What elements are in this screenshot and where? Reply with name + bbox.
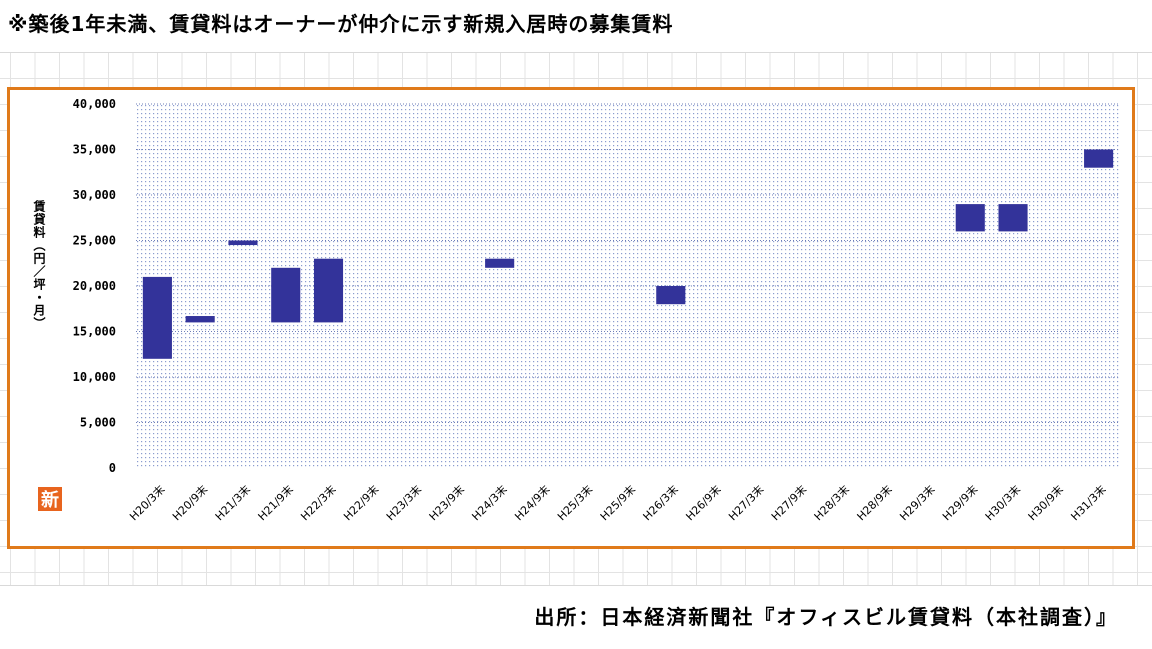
range-bar [656,286,686,305]
range-bar [228,240,258,246]
x-tick-label: H27/9末 [768,482,809,523]
x-tick-label: H28/9末 [854,482,895,523]
y-tick-label: 35,000 [73,143,116,157]
y-tick-label: 20,000 [73,279,116,293]
gridlines [136,103,1120,423]
x-tick-label: H24/9末 [512,482,553,523]
y-tick-label: 10,000 [73,370,116,384]
x-tick-label: H29/9末 [939,482,980,523]
note-band [0,0,1152,53]
y-tick-labels: 0 5,000 10,000 15,000 20,000 25,000 30,000 35,0… [73,97,116,475]
y-tick-label: 30,000 [73,188,116,202]
x-tick-label: H26/3末 [640,482,681,523]
range-bar [271,267,301,323]
range-bar [185,316,215,323]
x-tick-label: H25/3末 [554,482,595,523]
x-tick-label: H29/3末 [897,482,938,523]
y-tick-label: 5,000 [80,416,116,430]
range-bars [142,149,1114,359]
y-axis-label: 賃貸料（円／坪・月） [32,200,46,330]
range-bar [998,204,1028,232]
x-tick-label: H30/9末 [1025,482,1066,523]
x-tick-label: H22/3末 [298,482,339,523]
source-band [0,585,1152,649]
range-bar [485,258,515,268]
x-tick-label: H22/9末 [340,482,381,523]
x-tick-label: H20/9末 [169,482,210,523]
source-text: 出所：日本経済新聞社『オフィスビル賃貸料（本社調査）』 [534,605,1118,629]
y-tick-label: 40,000 [73,97,116,111]
range-bar [142,276,172,359]
x-tick-label: H21/3末 [212,482,253,523]
x-tick-label: H23/9末 [426,482,467,523]
x-tick-label: H25/9末 [597,482,638,523]
x-tick-label: H31/3末 [1068,482,1109,523]
x-tick-label: H21/9末 [255,482,296,523]
range-bar [1084,149,1114,168]
x-tick-label: H20/3末 [127,482,168,523]
y-tick-label: 0 [109,461,116,475]
x-tick-label: H26/9末 [683,482,724,523]
y-tick-label: 15,000 [73,325,116,339]
x-tick-labels: H20/3末 H20/9末 H21/3末 H21/9末 H22/3末 H22/9末 H23/… [127,482,1109,523]
range-bar [955,204,985,232]
range-bar [313,258,344,323]
new-badge-icon: 新 [38,487,62,511]
x-tick-label: H27/3末 [725,482,766,523]
x-tick-label: H28/3末 [811,482,852,523]
footnote-text: ※築後1年未満、賃貸料はオーナーが仲介に示す新規入居時の募集賃料 [8,12,674,36]
x-tick-label: H30/3末 [982,482,1023,523]
x-tick-label: H23/3末 [383,482,424,523]
x-tick-label: H24/3末 [469,482,510,523]
y-tick-label: 25,000 [73,234,116,248]
